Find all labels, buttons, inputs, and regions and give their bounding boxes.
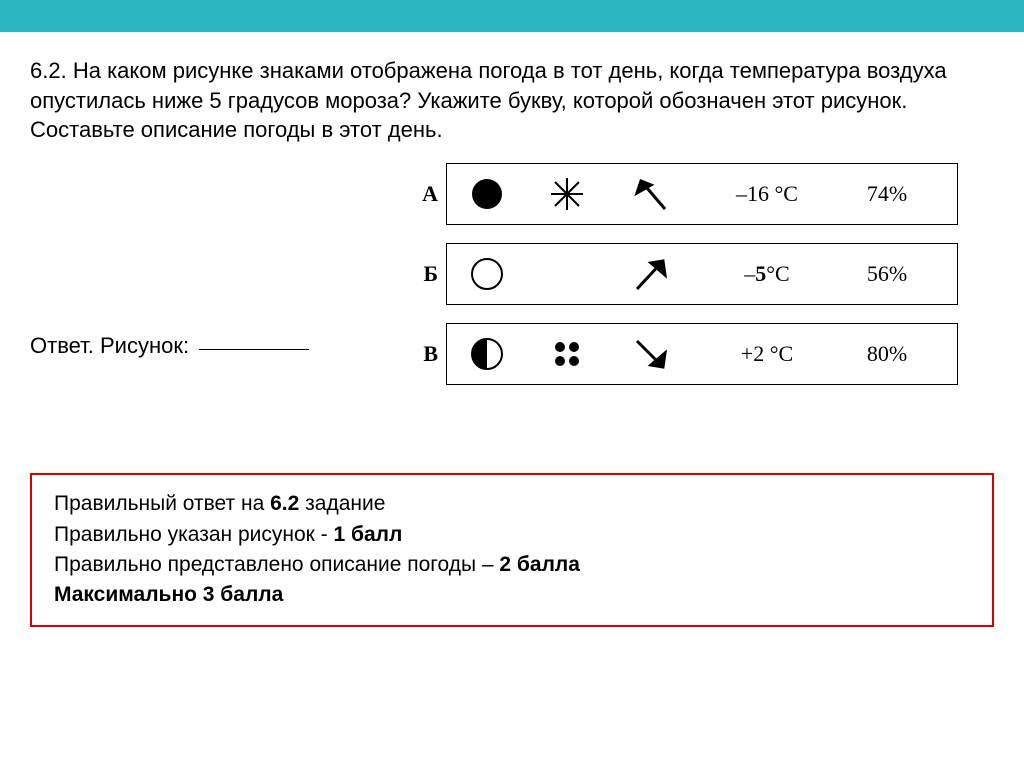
option-row: А <box>410 163 994 225</box>
wind-arrow-icon <box>607 169 697 219</box>
option-label: А <box>410 181 438 207</box>
answer-blank-line <box>199 349 309 350</box>
option-row: Б – 5°C 56% <box>410 243 994 305</box>
content-area: 6.2. На каком рисунке знаками отображена… <box>0 32 1024 403</box>
slide-top-bar <box>0 0 1024 32</box>
options-column: А <box>410 163 994 403</box>
cloud-icon <box>447 254 527 294</box>
option-box: –16 °C 74% <box>446 163 958 225</box>
answer-prompt: Ответ. Рисунок: <box>30 333 189 358</box>
snow-icon <box>527 174 607 214</box>
scoring-line: Правильный ответ на 6.2 задание <box>54 489 970 519</box>
option-row: В <box>410 323 994 385</box>
question-number: 6.2. <box>30 58 67 83</box>
scoring-line: Правильно представлено описание погоды –… <box>54 550 970 580</box>
question-text: 6.2. На каком рисунке знаками отображена… <box>30 56 994 145</box>
temperature-value: +2 °C <box>697 341 837 367</box>
wind-arrow-icon <box>607 249 697 299</box>
humidity-value: 56% <box>837 261 937 287</box>
question-body: На каком рисунке знаками отображена пого… <box>30 58 947 142</box>
option-label: Б <box>410 261 438 287</box>
cloud-icon <box>447 334 527 374</box>
option-box: – 5°C 56% <box>446 243 958 305</box>
option-box: +2 °C 80% <box>446 323 958 385</box>
temperature-value: – 5°C <box>697 261 837 287</box>
scoring-box: Правильный ответ на 6.2 задание Правильн… <box>30 473 994 627</box>
humidity-value: 74% <box>837 181 937 207</box>
cloud-icon <box>447 174 527 214</box>
humidity-value: 80% <box>837 341 937 367</box>
answer-column: Ответ. Рисунок: <box>30 163 410 359</box>
scoring-line: Максимально 3 балла <box>54 580 970 610</box>
wind-arrow-icon <box>607 329 697 379</box>
temperature-value: –16 °C <box>697 181 837 207</box>
rain-icon <box>527 334 607 374</box>
middle-row: Ответ. Рисунок: А <box>30 163 994 403</box>
option-label: В <box>410 341 438 367</box>
scoring-line: Правильно указан рисунок - 1 балл <box>54 520 970 550</box>
